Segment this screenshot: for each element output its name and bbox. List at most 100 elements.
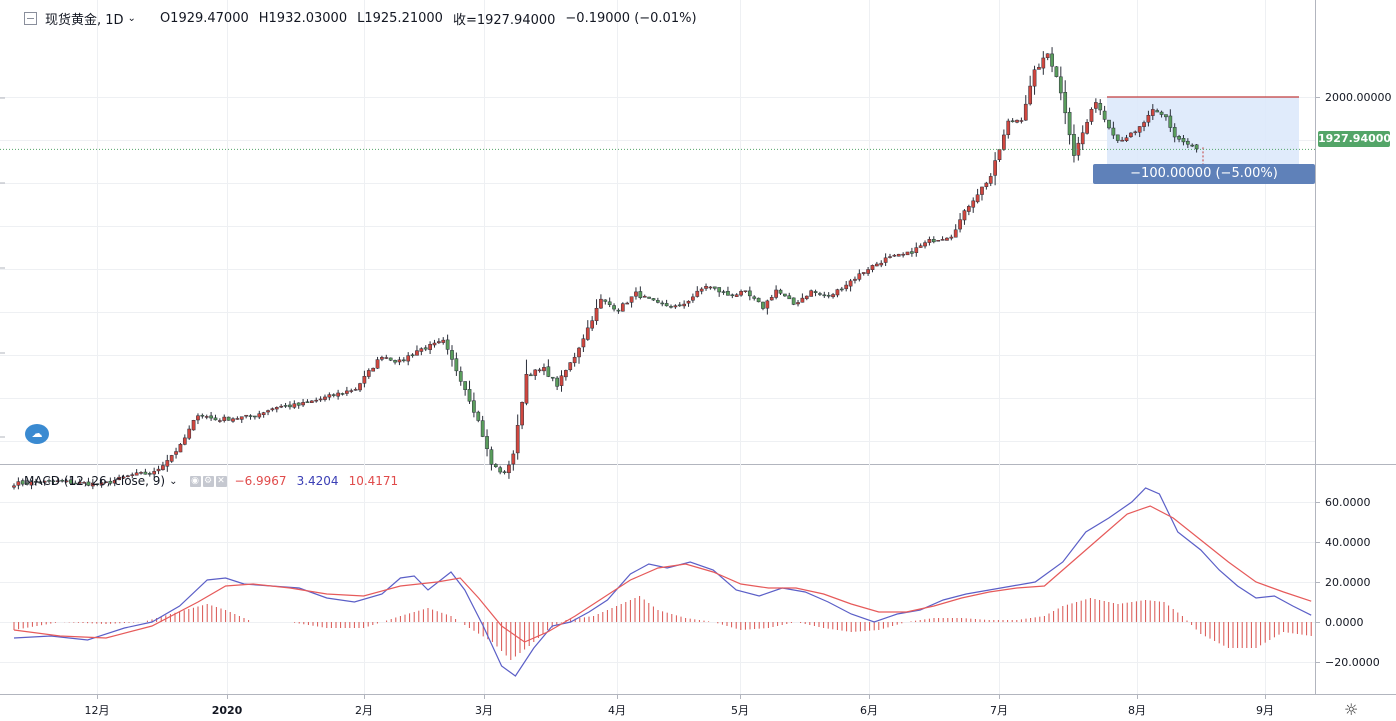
candle-up <box>90 482 95 487</box>
candle-down <box>480 420 485 437</box>
eye-icon[interactable]: ◉ <box>189 475 201 487</box>
candle-up <box>437 341 441 344</box>
main-legend: 现货黄金, 1D ⌄ O1929.47000 H1932.03000 L1925… <box>24 9 707 28</box>
candle-up <box>879 262 884 266</box>
candle-up <box>559 375 564 386</box>
candle-up <box>1028 85 1033 105</box>
candle-up <box>743 290 748 292</box>
signal-line <box>13 505 1312 643</box>
candle-up <box>156 468 161 472</box>
candle-up <box>673 305 678 308</box>
candle-up <box>765 300 770 309</box>
candle-up <box>914 247 919 253</box>
candle-up <box>585 327 590 340</box>
candle-up <box>520 401 524 426</box>
macd-label[interactable]: MACD (12, 26, close, 9) <box>24 474 166 488</box>
candle-down <box>1063 92 1068 114</box>
candle-down <box>638 291 643 298</box>
candle-up <box>397 359 402 363</box>
macd-axis-label: 20.0000 <box>1325 576 1371 589</box>
candle-down <box>1115 134 1120 141</box>
candle-up <box>875 263 879 267</box>
candle-up <box>117 476 121 481</box>
candle-up <box>419 348 424 352</box>
candle-up <box>800 297 805 303</box>
candle-up <box>796 302 800 305</box>
candle-up <box>945 237 949 241</box>
chevron-down-icon[interactable]: ⌄ <box>127 13 136 24</box>
candle-up <box>564 370 568 378</box>
candle-up <box>345 390 349 394</box>
candle-up <box>1085 122 1089 134</box>
candle-down <box>209 415 213 419</box>
candle-down <box>1185 140 1190 145</box>
candle-up <box>274 407 279 410</box>
candle-up <box>682 303 686 307</box>
candle-down <box>401 359 406 362</box>
candle-down <box>485 436 489 450</box>
candle-up <box>16 481 21 486</box>
candle-down <box>143 471 148 475</box>
candle-up <box>918 245 923 248</box>
candle-down <box>730 294 735 297</box>
candle-down <box>283 405 288 407</box>
candle-down <box>839 288 844 291</box>
candle-up <box>428 344 432 350</box>
candle-down <box>910 251 914 254</box>
settings-gear-icon[interactable]: ☼ <box>1344 700 1359 719</box>
candle-down <box>388 357 393 361</box>
candle-down <box>822 294 827 297</box>
candle-up <box>695 290 700 297</box>
candle-down <box>95 483 100 485</box>
candle-up <box>831 294 835 298</box>
candle-up <box>380 357 384 360</box>
candle-up <box>244 414 248 417</box>
candle-down <box>20 480 25 485</box>
candle-down <box>1102 110 1107 120</box>
candle-up <box>130 474 135 476</box>
candle-up <box>112 480 117 484</box>
candle-down <box>1058 76 1063 94</box>
candle-down <box>813 291 818 293</box>
candle-up <box>962 210 967 221</box>
candle-down <box>458 371 463 382</box>
logo-icon[interactable]: ☁ <box>25 424 49 444</box>
candle-up <box>235 418 240 420</box>
candle-up <box>1080 132 1085 145</box>
candle-up <box>161 465 165 471</box>
candle-down <box>248 415 253 417</box>
candle-up <box>218 420 222 422</box>
candle-up <box>261 412 266 415</box>
candle-up <box>270 408 275 411</box>
candle-up <box>975 194 980 203</box>
time-axis-label: 2020 <box>212 704 243 717</box>
candle-up <box>327 394 332 398</box>
candle-down <box>1164 114 1168 118</box>
candle-up <box>1137 126 1142 133</box>
candle-up <box>257 413 262 418</box>
macd-axis-label: 60.0000 <box>1325 496 1371 509</box>
macd-chevron-down-icon[interactable]: ⌄ <box>169 475 178 487</box>
candle-up <box>699 288 704 292</box>
candle-up <box>182 437 187 445</box>
candle-up <box>187 428 192 439</box>
candle-up <box>642 295 647 298</box>
candle-up <box>848 280 853 287</box>
candle-up <box>1023 103 1028 121</box>
candle-down <box>1067 112 1072 136</box>
candle-up <box>870 265 875 270</box>
candle-up <box>1015 119 1019 123</box>
candle-down <box>669 306 673 308</box>
candle-down <box>1190 144 1195 147</box>
candle-up <box>533 369 538 376</box>
candle-down <box>555 377 559 387</box>
candle-up <box>292 403 297 408</box>
low-value: L1925.21000 <box>357 11 443 26</box>
symbol-icon[interactable] <box>24 12 37 25</box>
candle-up <box>77 481 82 484</box>
symbol-label[interactable]: 现货黄金, 1D <box>45 13 124 28</box>
close-icon[interactable]: ✕ <box>215 475 227 487</box>
settings-icon[interactable]: ⚙ <box>202 475 214 487</box>
